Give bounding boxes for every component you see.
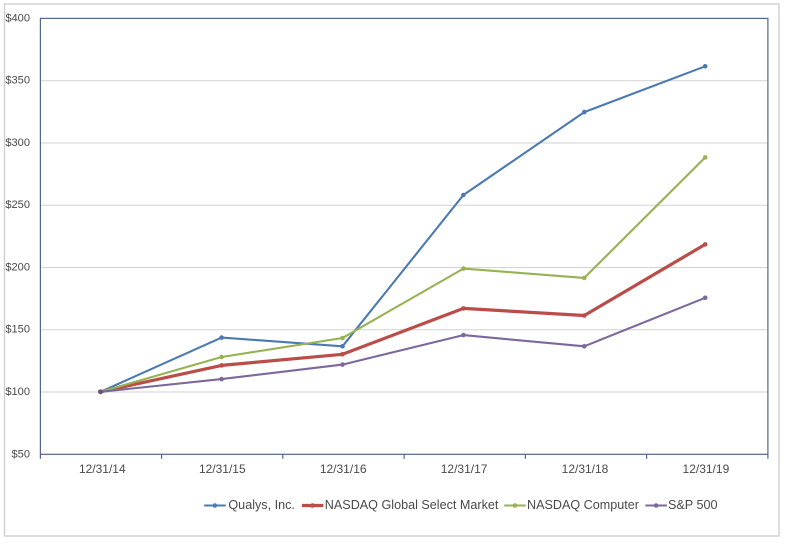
svg-text:$200: $200	[5, 262, 30, 274]
svg-text:12/31/17: 12/31/17	[441, 462, 488, 476]
svg-text:12/31/15: 12/31/15	[199, 462, 246, 476]
svg-text:12/31/16: 12/31/16	[320, 462, 367, 476]
svg-text:$400: $400	[5, 12, 30, 24]
svg-text:NASDAQ Global Select Market: NASDAQ Global Select Market	[325, 498, 499, 512]
svg-text:$100: $100	[5, 386, 30, 398]
svg-text:S&P 500: S&P 500	[668, 498, 717, 512]
svg-text:$350: $350	[5, 75, 30, 87]
svg-text:12/31/19: 12/31/19	[683, 462, 730, 476]
svg-text:$300: $300	[5, 137, 30, 149]
svg-text:NASDAQ Computer: NASDAQ Computer	[527, 498, 639, 512]
svg-text:$50: $50	[11, 448, 30, 460]
svg-text:$250: $250	[5, 199, 30, 211]
svg-text:12/31/18: 12/31/18	[562, 462, 609, 476]
svg-text:$150: $150	[5, 324, 30, 336]
svg-text:Qualys, Inc.: Qualys, Inc.	[228, 498, 295, 512]
svg-text:12/31/14: 12/31/14	[79, 462, 126, 476]
